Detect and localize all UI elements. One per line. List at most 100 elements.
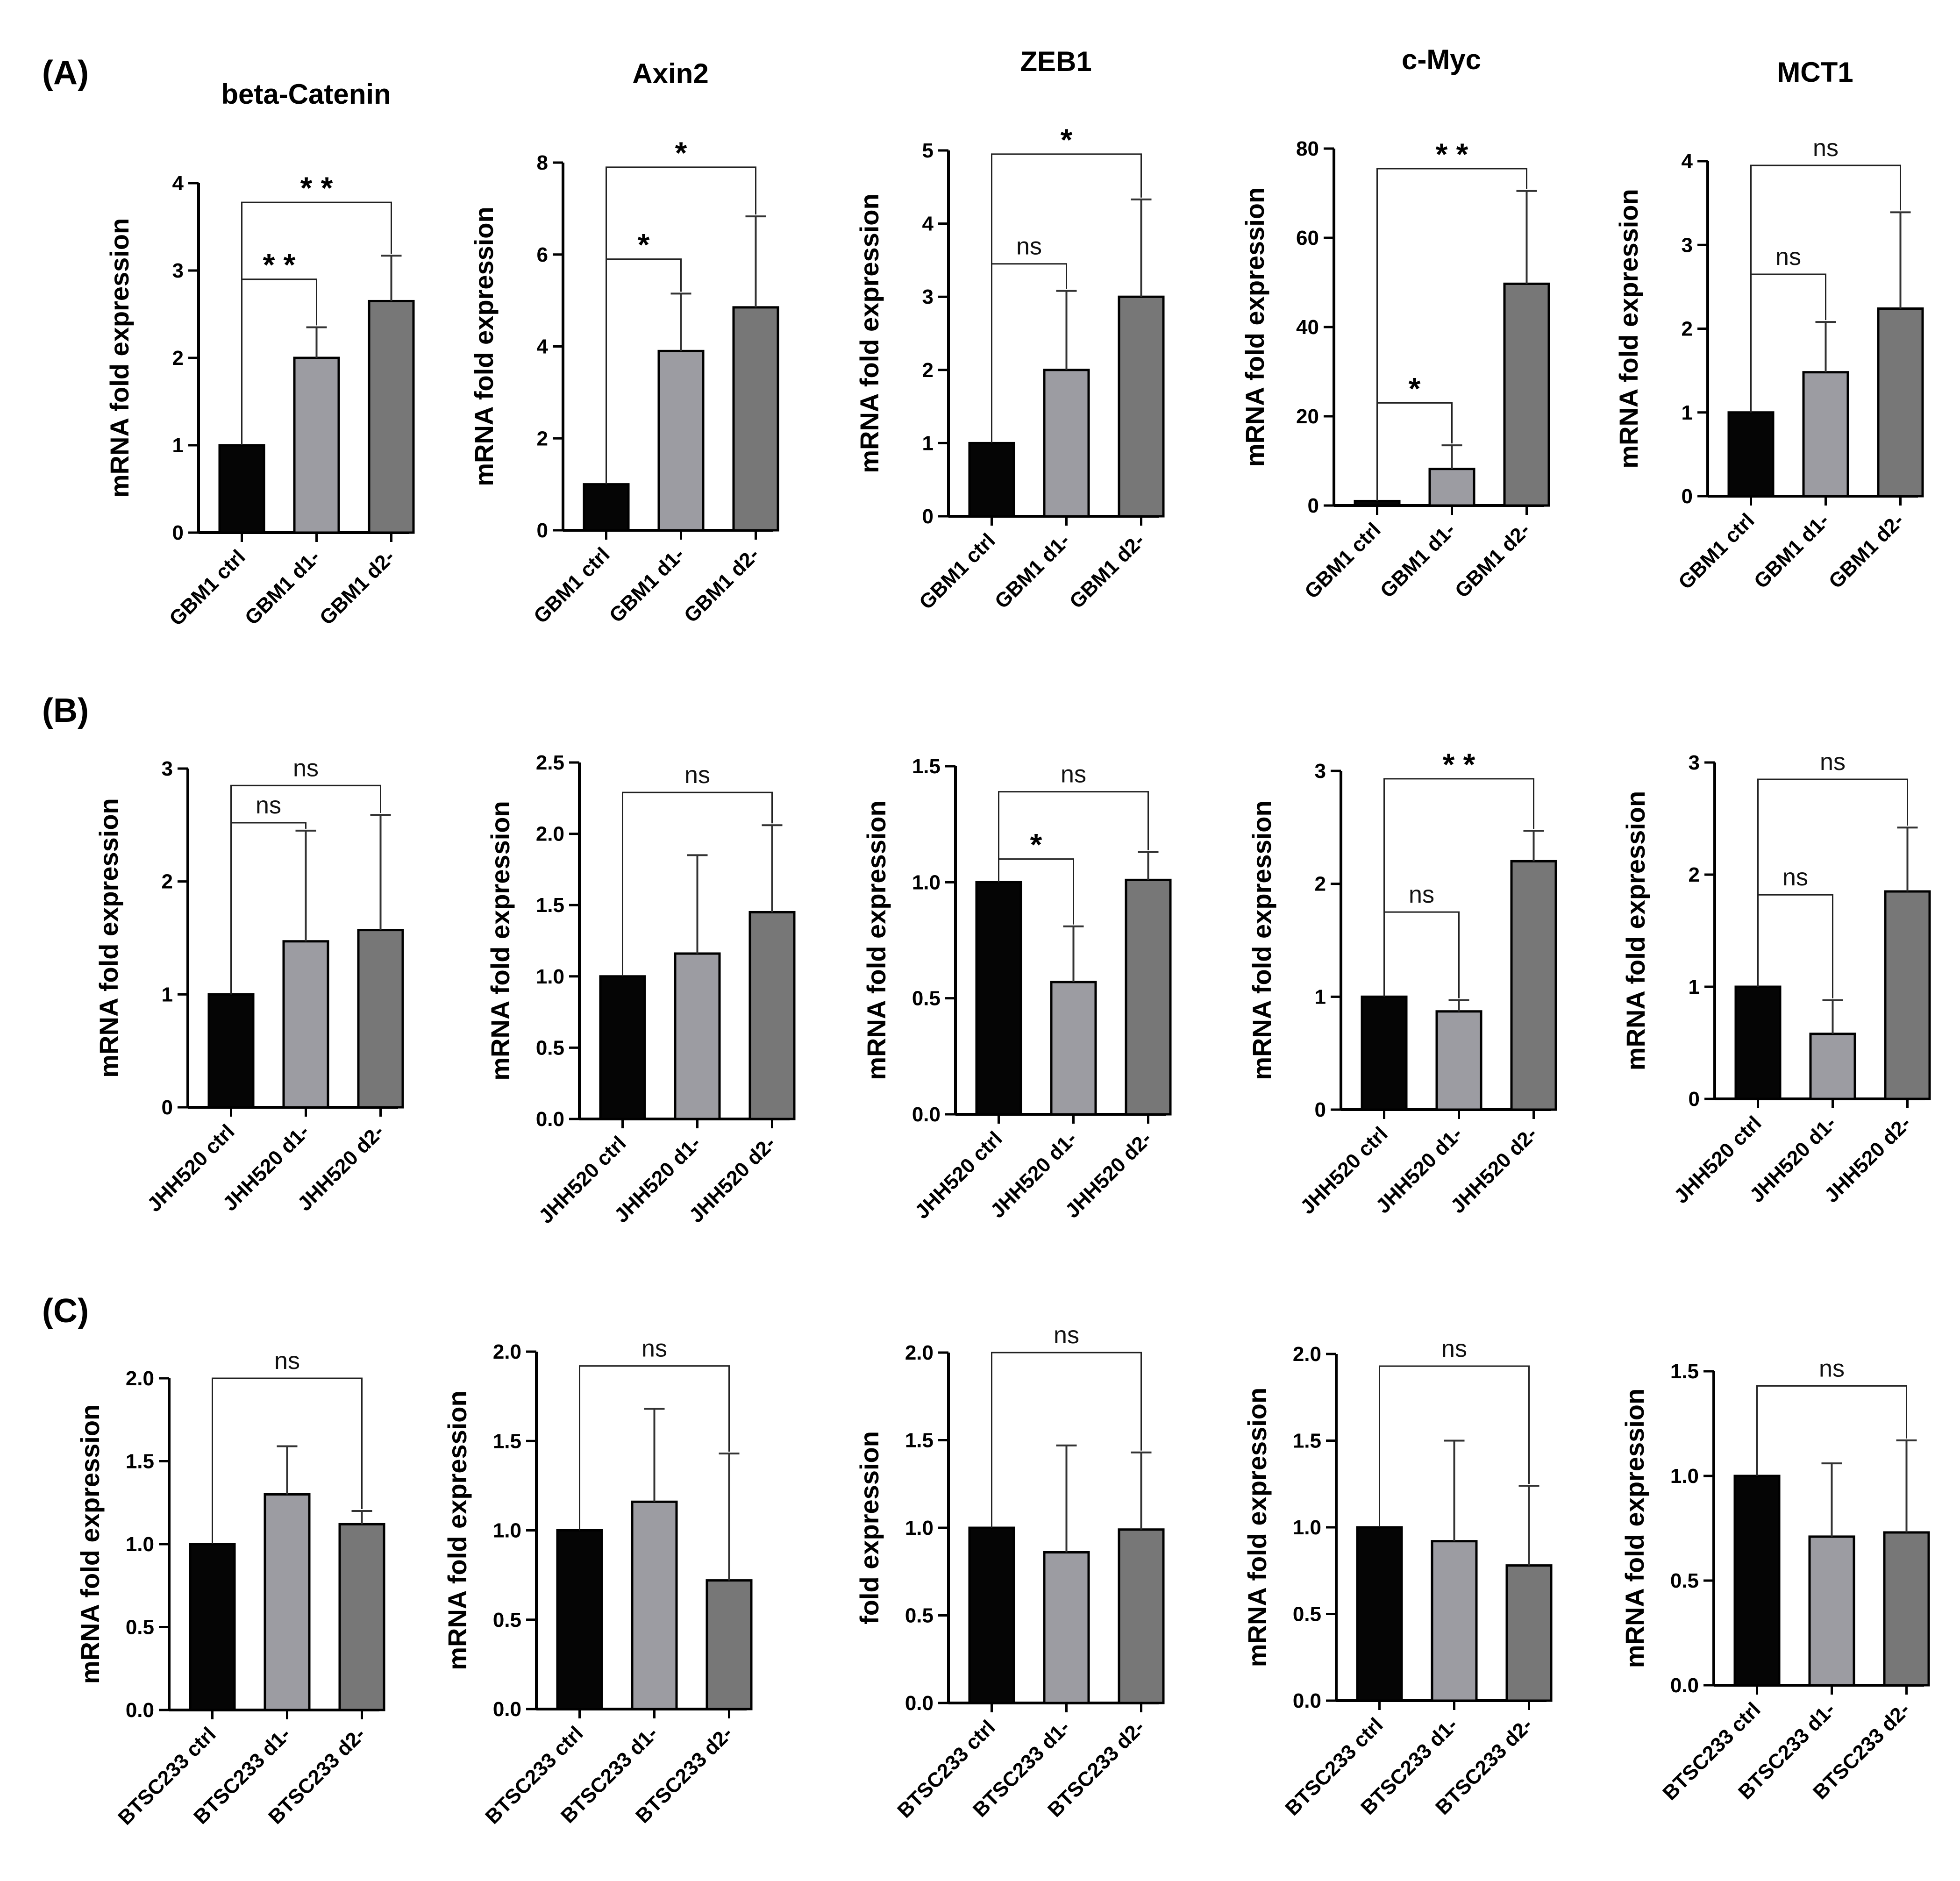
bar-1 [1354,499,1401,507]
y-tick-label: 1 [1689,976,1700,998]
y-tick-label: 2.5 [536,751,564,774]
significance-bracket [1757,894,1833,998]
bar-1 [556,1529,603,1710]
bar-1 [189,1543,236,1711]
x-tick-label: GBM1 d2- [315,545,399,629]
bar-2 [657,349,705,532]
y-axis-label: mRNA fold expression [855,193,884,473]
significance-bracket [998,791,1149,883]
chart-title: ZEB1 [1020,46,1091,77]
y-tick-label: 1.0 [1293,1516,1321,1539]
bar-3 [1118,295,1165,518]
bar-2 [293,356,340,534]
bar-1 [1734,985,1782,1100]
y-axis-label: mRNA fold expression [1614,189,1643,468]
y-tick-label: 2.0 [536,823,564,846]
significance-bracket [1383,911,1460,998]
y-axis-label: mRNA fold expression [1247,800,1276,1080]
y-axis-label: fold expression [855,1431,884,1624]
bar-1 [1733,1475,1781,1687]
y-tick-label: 0 [922,505,934,528]
bar-2 [1808,1535,1855,1687]
chart-title: c-Myc [1402,44,1481,75]
bar-2 [1431,1540,1478,1702]
bar-1 [1356,1526,1403,1702]
y-tick-label: 0.0 [905,1692,934,1715]
y-axis-label: mRNA fold expression [75,1404,105,1684]
bar-2 [1428,468,1475,507]
y-axis-label: mRNA fold expression [105,218,134,498]
y-axis-label: mRNA fold expression [1620,1389,1649,1668]
y-tick-label: 1.5 [905,1429,934,1452]
bar-3 [1505,1564,1553,1702]
bar-3 [338,1523,385,1711]
bar-1 [583,483,630,532]
bar-1 [207,993,255,1109]
y-tick-label: 1.0 [493,1519,521,1542]
y-tick-label: 0.5 [1293,1603,1321,1626]
bar-1 [599,975,646,1120]
y-tick-label: 40 [1296,316,1319,339]
chart-11: mRNA fold expression0.00.51.01.52.0BTSC2… [75,1347,385,1830]
significance-bracket [212,1377,363,1544]
bar-2 [1050,981,1097,1116]
y-axis-label: mRNA fold expression [442,1390,472,1670]
y-tick-label: 1.5 [493,1430,521,1453]
bar-3 [1883,1531,1930,1687]
y-tick-label: 1.5 [912,755,941,778]
significance-bracket [579,1365,730,1531]
x-tick-label: GBM1 d1- [1376,518,1460,602]
bar-3 [1125,878,1172,1116]
y-tick-label: 3 [162,757,173,780]
x-tick-label: GBM1 d2- [1065,529,1149,613]
y-tick-label: 0.5 [912,987,941,1010]
panel-letter-c: (C) [42,1292,89,1330]
y-axis-label: mRNA fold expression [1621,791,1650,1070]
bar-1 [1361,995,1408,1111]
y-tick-label: 20 [1296,405,1319,428]
bar-2 [1802,371,1849,498]
significance-label: ns [684,762,710,789]
y-tick-label: 0.0 [1293,1689,1321,1712]
y-tick-label: 2 [1315,873,1326,896]
y-tick-label: 0 [537,519,548,542]
y-tick-label: 1.5 [536,894,564,917]
y-tick-label: 1.0 [912,871,941,894]
significance-bracket [230,784,381,995]
y-tick-label: 0.5 [126,1616,154,1639]
x-tick-label: GBM1 d1- [605,543,689,627]
y-tick-label: 5 [922,139,934,162]
significance-label: * [638,228,650,262]
y-tick-label: 1.5 [1293,1430,1321,1453]
x-tick-label: GBM1 d1- [241,545,325,629]
y-tick-label: 0.0 [536,1108,564,1131]
y-tick-label: 3 [1315,760,1326,783]
y-tick-label: 0.0 [126,1699,154,1722]
y-tick-label: 2.0 [493,1340,521,1363]
bar-3 [732,306,779,532]
y-tick-label: 0.5 [905,1604,934,1627]
bar-1 [968,1526,1015,1704]
chart-15: mRNA fold expression0.00.51.01.5BTSC233 … [1620,1355,1930,1805]
bar-2 [631,1500,678,1710]
y-axis-label: mRNA fold expression [1242,1388,1272,1667]
x-tick-label: GBM1 d1- [991,529,1075,613]
x-tick-label: GBM1 ctrl [1300,518,1385,603]
y-tick-label: 1 [1315,985,1326,1008]
significance-label: * * [1436,137,1468,171]
y-tick-label: 3 [172,259,184,282]
bar-2 [1043,369,1090,518]
y-tick-label: 2 [172,347,184,370]
significance-label: * [1061,122,1073,157]
significance-label: * [675,135,687,170]
y-tick-label: 1.0 [126,1533,154,1556]
y-tick-label: 0.0 [912,1103,941,1126]
bar-1 [975,881,1022,1116]
bar-3 [706,1579,753,1710]
y-axis-label: mRNA fold expression [1240,187,1269,467]
y-tick-label: 6 [537,243,548,266]
